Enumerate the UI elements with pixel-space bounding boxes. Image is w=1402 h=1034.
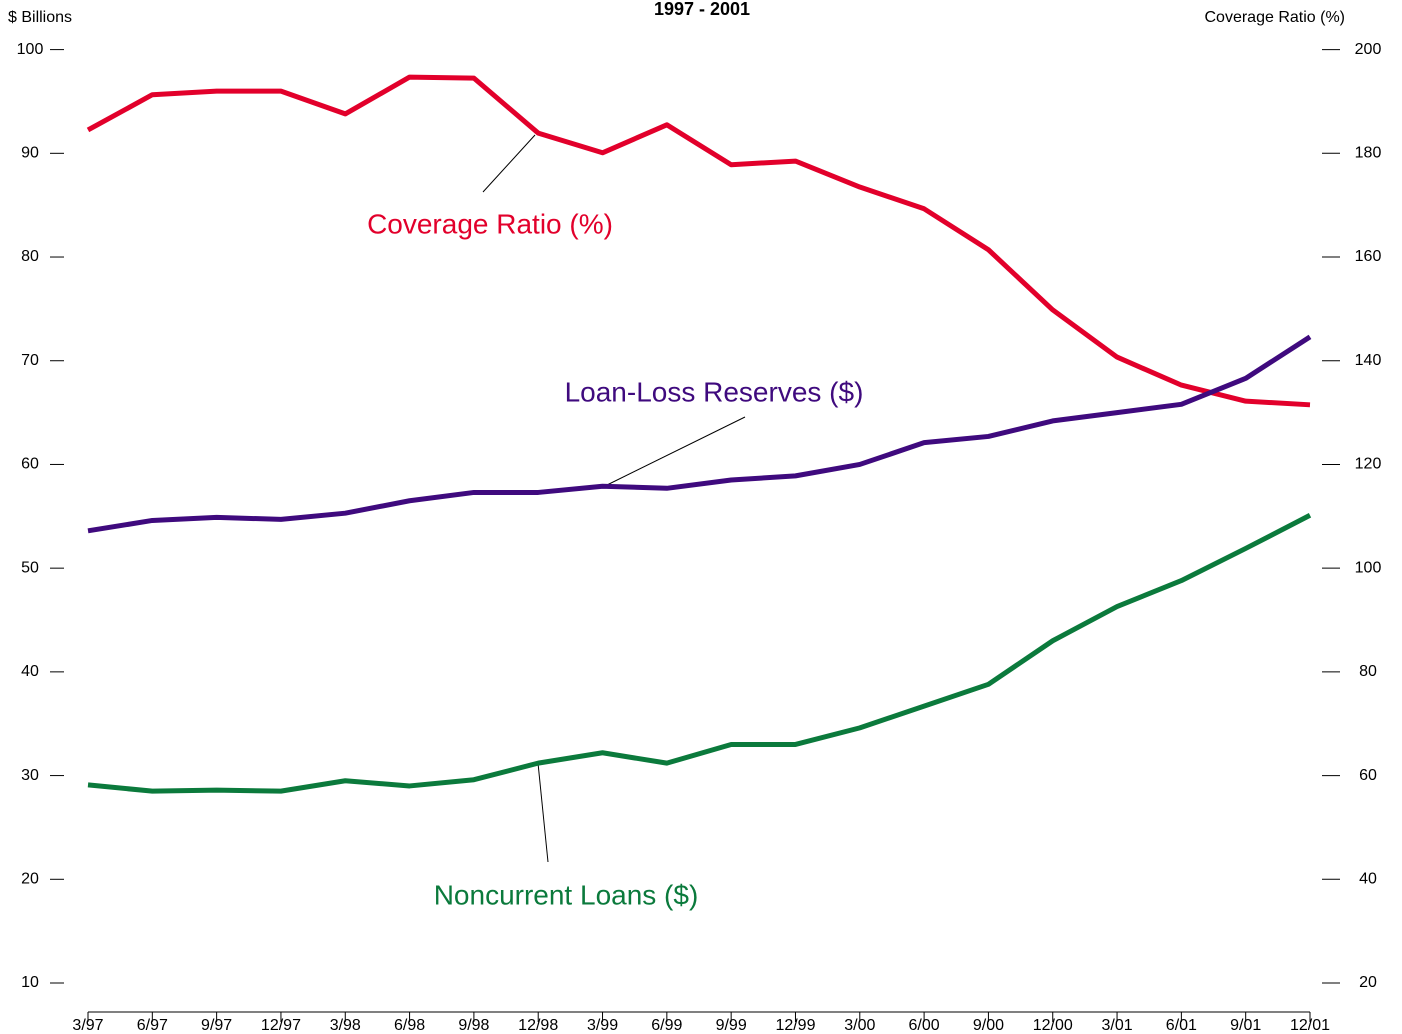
x-tick-label: 12/98 bbox=[518, 1017, 558, 1034]
series-line bbox=[87, 513, 1312, 794]
y2-tick-label: 80 bbox=[1359, 663, 1377, 680]
y2-tick-label: 100 bbox=[1355, 559, 1382, 576]
leader-line bbox=[482, 134, 536, 193]
x-tick-label: 3/00 bbox=[844, 1017, 875, 1034]
y2-tick-label: 60 bbox=[1359, 767, 1377, 784]
y2-tick-label: 20 bbox=[1359, 974, 1377, 991]
y2-tick-label: 140 bbox=[1355, 352, 1382, 369]
x-tick-label: 9/01 bbox=[1230, 1017, 1261, 1034]
y-tick-label: 20 bbox=[21, 871, 39, 888]
leader-line bbox=[537, 762, 549, 863]
x-tick-label: 12/97 bbox=[261, 1017, 301, 1034]
x-tick-label: 12/01 bbox=[1290, 1017, 1330, 1034]
x-tick-label: 9/99 bbox=[716, 1017, 747, 1034]
y2-tick-label: 40 bbox=[1359, 871, 1377, 888]
series-label: Loan-Loss Reserves ($) bbox=[565, 376, 864, 407]
y2-tick-label: 120 bbox=[1355, 456, 1382, 473]
y-tick-label: 100 bbox=[17, 41, 44, 58]
y2-tick-label: 200 bbox=[1355, 41, 1382, 58]
x-tick-label: 6/99 bbox=[651, 1017, 682, 1034]
series-label: Noncurrent Loans ($) bbox=[434, 879, 699, 910]
y-tick-label: 10 bbox=[21, 974, 39, 991]
chart-title: 1997 - 2001 bbox=[654, 0, 750, 19]
y-tick-label: 50 bbox=[21, 559, 39, 576]
x-tick-label: 6/00 bbox=[909, 1017, 940, 1034]
y-tick-label: 40 bbox=[21, 663, 39, 680]
x-tick-label: 12/00 bbox=[1033, 1017, 1073, 1034]
y-tick-label: 70 bbox=[21, 352, 39, 369]
y-tick-label: 80 bbox=[21, 248, 39, 265]
x-tick-label: 3/98 bbox=[330, 1017, 361, 1034]
y-axis-title: $ Billions bbox=[8, 9, 72, 26]
series-label: Coverage Ratio (%) bbox=[367, 208, 613, 239]
series-line bbox=[87, 334, 1312, 534]
x-tick-label: 6/97 bbox=[137, 1017, 168, 1034]
y2-tick-label: 180 bbox=[1355, 145, 1382, 162]
x-tick-label: 6/01 bbox=[1166, 1017, 1197, 1034]
series-line bbox=[86, 74, 1311, 408]
y2-tick-label: 160 bbox=[1355, 248, 1382, 265]
x-tick-label: 6/98 bbox=[394, 1017, 425, 1034]
leader-line bbox=[604, 416, 746, 487]
x-tick-label: 9/00 bbox=[973, 1017, 1004, 1034]
x-tick-label: 3/97 bbox=[72, 1017, 103, 1034]
x-tick-label: 12/99 bbox=[775, 1017, 815, 1034]
x-tick-label: 3/01 bbox=[1101, 1017, 1132, 1034]
y2-axis-title: Coverage Ratio (%) bbox=[1205, 9, 1346, 26]
y-tick-label: 60 bbox=[21, 456, 39, 473]
y-tick-label: 30 bbox=[21, 767, 39, 784]
x-tick-label: 9/98 bbox=[458, 1017, 489, 1034]
x-tick-label: 3/99 bbox=[587, 1017, 618, 1034]
x-tick-label: 9/97 bbox=[201, 1017, 232, 1034]
y-tick-label: 90 bbox=[21, 145, 39, 162]
